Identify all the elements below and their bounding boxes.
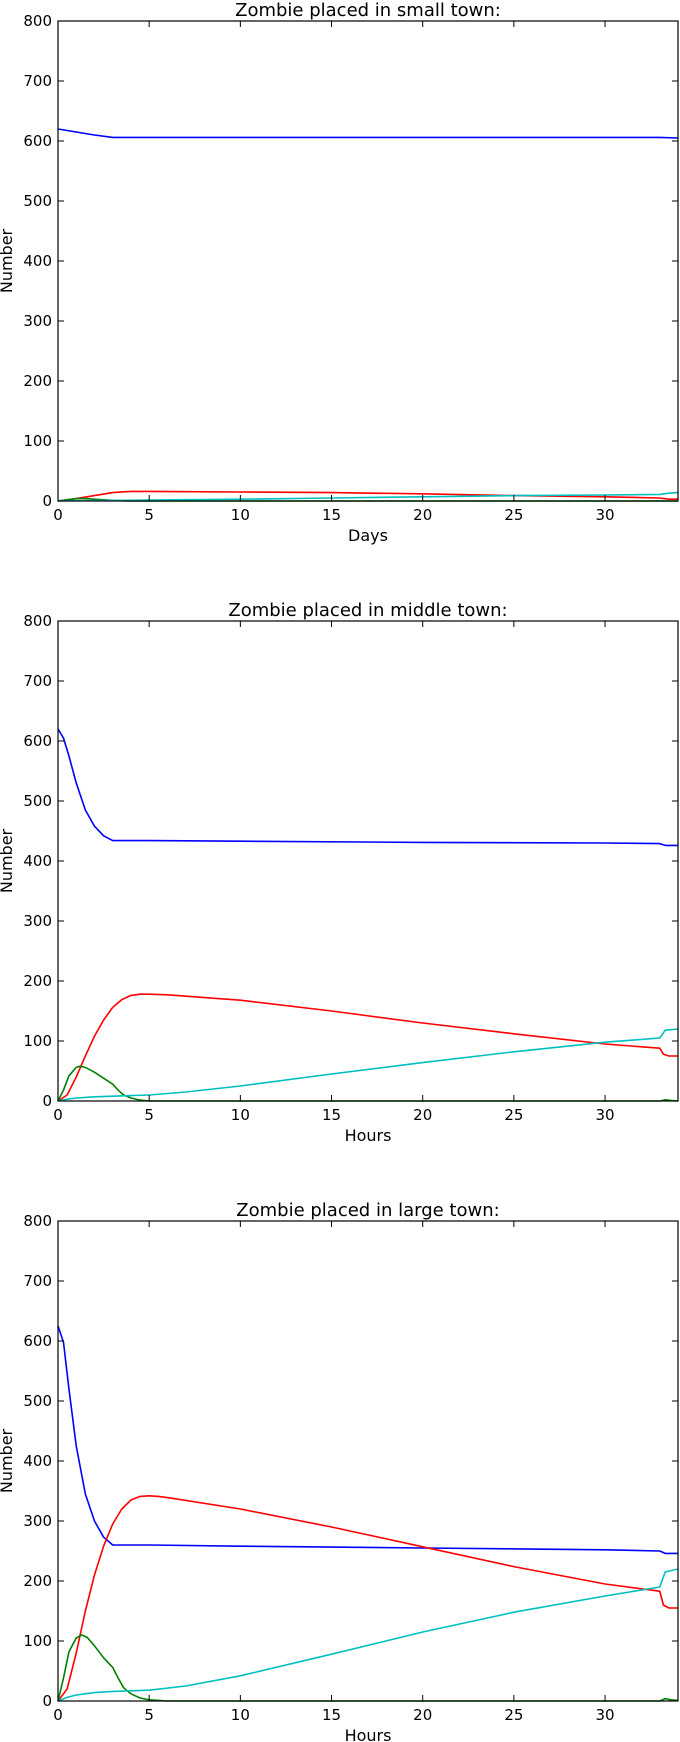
y-tick-label: 600 <box>23 132 52 150</box>
series-line-1 <box>57 1325 678 1555</box>
y-tick-label: 800 <box>23 12 52 30</box>
x-tick-label: 15 <box>322 1706 341 1724</box>
y-axis-label: Number <box>0 828 16 893</box>
x-tick-label: 0 <box>53 506 63 524</box>
y-tick-label: 700 <box>23 672 52 690</box>
y-tick-label: 600 <box>23 732 52 750</box>
x-tick-label: 25 <box>504 1106 523 1124</box>
x-tick-label: 15 <box>322 1106 341 1124</box>
y-tick-label: 300 <box>23 1512 52 1530</box>
series-line-2 <box>57 993 678 1102</box>
series-line-1 <box>57 128 679 139</box>
chart-panel-3: Zombie placed in large town:010020030040… <box>0 1200 679 1742</box>
x-tick-label: 5 <box>144 506 154 524</box>
y-tick-label: 400 <box>23 252 52 270</box>
x-tick-label: 5 <box>144 1106 154 1124</box>
y-axis-label: Number <box>0 228 16 293</box>
y-tick-label: 800 <box>23 1212 52 1230</box>
y-axis-label: Number <box>0 1428 16 1493</box>
y-tick-label: 0 <box>42 1692 52 1710</box>
chart-title: Zombie placed in middle town: <box>228 600 507 621</box>
chart-title: Zombie placed in large town: <box>236 1200 499 1221</box>
x-tick-label: 30 <box>596 1706 615 1724</box>
x-tick-label: 25 <box>504 506 523 524</box>
x-tick-label: 5 <box>144 1706 154 1724</box>
y-tick-label: 0 <box>42 492 52 510</box>
x-axis-label: Days <box>348 526 388 545</box>
y-tick-label: 400 <box>23 1452 52 1470</box>
y-tick-label: 300 <box>23 312 52 330</box>
x-tick-label: 10 <box>231 1106 250 1124</box>
series-line-1 <box>57 728 678 847</box>
y-tick-label: 400 <box>23 852 52 870</box>
series-line-4 <box>57 1568 679 1702</box>
x-axis-label: Hours <box>345 1726 392 1742</box>
chart-panel-2: Zombie placed in middle town:01002003004… <box>0 600 679 1145</box>
x-tick-label: 10 <box>231 506 250 524</box>
y-tick-label: 100 <box>23 1632 52 1650</box>
x-axis-label: Hours <box>345 1126 392 1145</box>
y-tick-label: 300 <box>23 912 52 930</box>
y-tick-label: 800 <box>23 612 52 630</box>
x-tick-label: 30 <box>596 1106 615 1124</box>
y-tick-label: 200 <box>23 972 52 990</box>
y-tick-label: 600 <box>23 1332 52 1350</box>
series-line-2 <box>57 1495 678 1702</box>
x-tick-label: 20 <box>413 506 432 524</box>
series-line-4 <box>57 1028 679 1102</box>
chart-title: Zombie placed in small town: <box>235 0 501 21</box>
x-tick-label: 10 <box>231 1706 250 1724</box>
y-tick-label: 500 <box>23 792 52 810</box>
chart-panel-1: Zombie placed in small town:010020030040… <box>0 0 679 545</box>
y-tick-label: 500 <box>23 192 52 210</box>
series-line-2 <box>57 490 678 502</box>
x-tick-label: 30 <box>596 506 615 524</box>
y-tick-label: 700 <box>23 72 52 90</box>
x-tick-label: 0 <box>53 1106 63 1124</box>
y-tick-label: 700 <box>23 1272 52 1290</box>
y-tick-label: 200 <box>23 372 52 390</box>
y-tick-label: 500 <box>23 1392 52 1410</box>
x-tick-label: 0 <box>53 1706 63 1724</box>
x-tick-label: 20 <box>413 1706 432 1724</box>
y-tick-label: 0 <box>42 1092 52 1110</box>
x-tick-label: 20 <box>413 1106 432 1124</box>
y-tick-label: 100 <box>23 432 52 450</box>
y-tick-label: 100 <box>23 1032 52 1050</box>
y-tick-label: 200 <box>23 1572 52 1590</box>
x-tick-label: 25 <box>504 1706 523 1724</box>
x-tick-label: 15 <box>322 506 341 524</box>
